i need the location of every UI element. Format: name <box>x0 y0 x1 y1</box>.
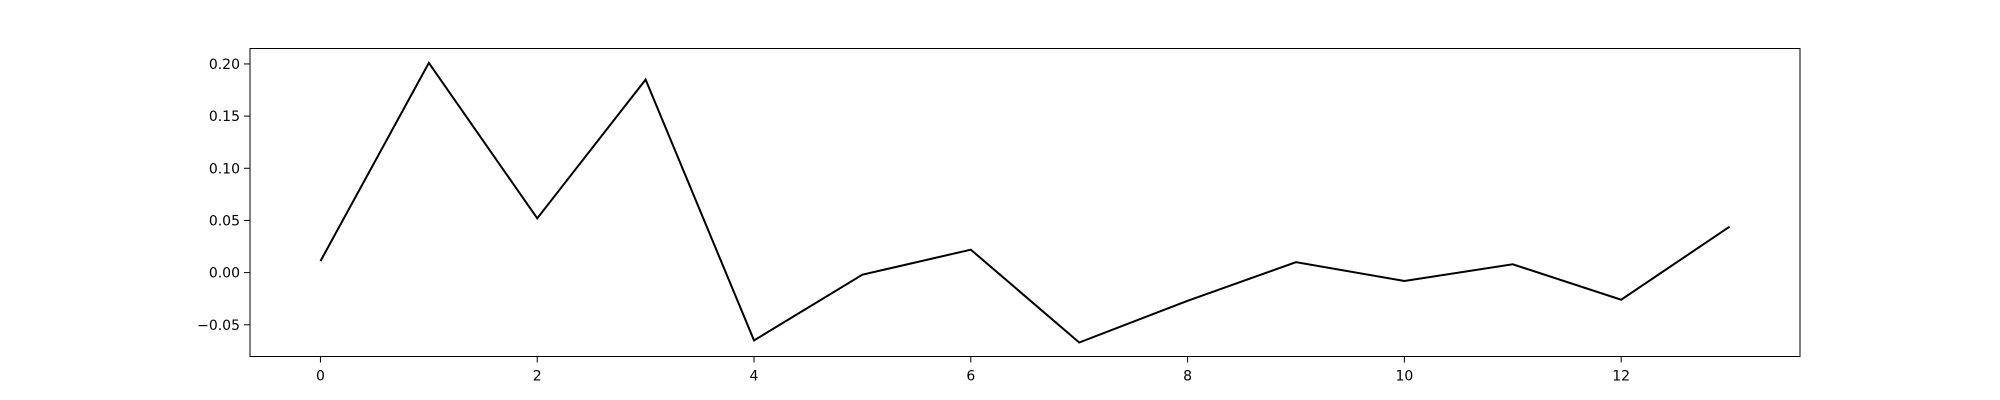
x-tick-label: 12 <box>1612 369 1630 385</box>
x-axis: 0 2 4 6 8 10 12 <box>316 356 1630 385</box>
y-tick-label: 0.05 <box>209 213 240 229</box>
series-line <box>319 61 1731 344</box>
y-tick-label: 0.10 <box>209 161 240 177</box>
y-tick-label: −0.05 <box>197 318 240 334</box>
series-group <box>319 61 1731 344</box>
x-tick-label: 8 <box>1183 369 1192 385</box>
x-tick-label: 0 <box>316 369 325 385</box>
y-tick-label: 0.15 <box>209 109 240 125</box>
x-tick-label: 6 <box>966 369 975 385</box>
y-tick-label: 0.00 <box>209 266 240 282</box>
x-tick-label: 10 <box>1395 369 1413 385</box>
y-tick-label: 0.20 <box>209 57 240 73</box>
x-tick-label: 4 <box>750 369 759 385</box>
plot-frame <box>249 48 1801 357</box>
y-axis: −0.05 0.00 0.05 0.10 0.15 0.20 <box>197 57 250 334</box>
x-tick-label: 2 <box>533 369 542 385</box>
